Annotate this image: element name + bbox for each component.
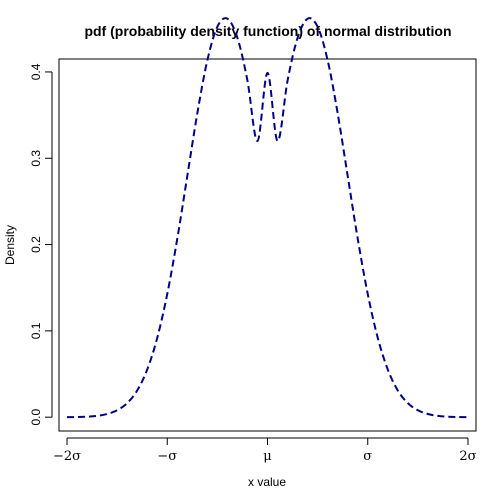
x-axis: −2σ −σ μ σ 2σ (53, 437, 477, 464)
chart-title: pdf (probability density function) of no… (84, 23, 451, 39)
x-axis-label: x value (248, 475, 286, 489)
y-axis-label: Density (3, 225, 17, 265)
y-tick-label: 0.0 (29, 409, 43, 426)
x-tick-label: μ (263, 449, 271, 464)
x-tick-label: σ (363, 449, 372, 464)
y-tick-label: 0.1 (29, 322, 43, 339)
y-tick-label: 0.3 (29, 150, 43, 167)
y-tick-label: 0.4 (29, 63, 43, 80)
y-tick-label: 0.2 (29, 236, 43, 253)
plot-frame (58, 58, 477, 432)
x-tick-label: 2σ (459, 449, 476, 464)
x-tick-label: −2σ (53, 449, 81, 464)
density-curve (67, 17, 468, 419)
y-axis: 0.0 0.1 0.2 0.3 0.4 (29, 63, 53, 426)
x-tick-label: −σ (157, 449, 177, 464)
